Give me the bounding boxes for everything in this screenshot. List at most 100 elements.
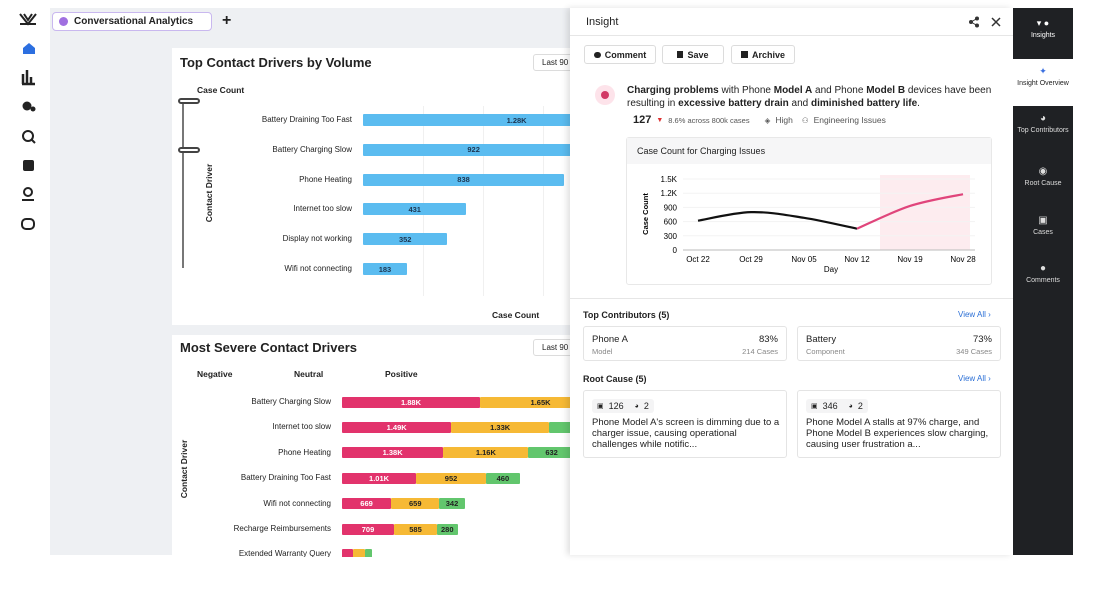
bar-label: 280 [440,524,454,534]
bar-label: 183 [378,264,392,274]
x-tick-label: Oct 22 [686,255,710,264]
slider-handle[interactable] [178,98,200,104]
y-tick-label: 0 [673,246,678,255]
bar-label: 1.28K [506,115,527,125]
bar-label: 431 [408,204,421,214]
comment-button[interactable]: Comment [584,45,656,64]
search-icon[interactable] [22,130,34,142]
bar-segment: 632 [528,447,575,459]
slider-track [182,100,184,268]
bar-segment: 1.01K [342,472,417,484]
agent-icon[interactable] [23,187,33,197]
y-tick-label: 900 [664,203,678,212]
row-label: Phone Heating [299,174,352,184]
chart-icon[interactable] [21,70,35,86]
share-icon[interactable] [968,16,980,28]
x-tick-label: Oct 29 [739,255,763,264]
cases-icon[interactable] [23,160,34,171]
close-icon[interactable] [990,16,1002,28]
bar: 838 [363,173,565,186]
bar-label: 1.01K [369,473,390,483]
row-label: Display not working [282,234,352,244]
nav-item[interactable]: ▾ ● Insights [1013,18,1073,50]
add-tab[interactable]: + [222,12,232,29]
home-icon[interactable] [23,43,35,54]
section-title: Root Cause (5) [583,374,647,384]
insight-icon-dot [30,106,36,112]
insight-stats: 127 ▼ 8.6% across 800k cases ◈ High ⚇ En… [633,114,886,126]
button-text: Comment [604,49,647,60]
bar-label: 1.33K [490,422,511,432]
root-cause-meta: ▣ 346 ◕ 2 [806,399,868,413]
nav-item[interactable]: ● Comments [1013,263,1073,293]
nav-item[interactable]: ✦ Insight Overview [1013,59,1073,106]
root-cause-card[interactable]: ▣ 346 ◕ 2 Phone Model A stalls at 97% charg… [797,390,1001,458]
bar-label: 1.38K [382,448,403,458]
legend-label: Negative [197,369,233,379]
view-all[interactable]: View All › [958,310,991,319]
row-label: Internet too slow [272,422,331,432]
button-text: Save [687,49,709,60]
top-label: Case Count [197,85,245,95]
priority-icon: ◈ [764,115,771,125]
bar-segment: 952 [416,472,486,484]
bot-icon[interactable] [21,218,35,230]
category-icon: ⚇ [801,115,809,125]
bar: 1.28K [363,114,592,126]
bar-label: 585 [409,524,422,534]
archive-button[interactable]: Archive [731,45,795,64]
nav-item[interactable]: ▣ Cases [1013,215,1073,245]
nav-label: Cases [1033,229,1053,236]
bar-segment: 659 [391,498,440,510]
nav-item[interactable]: ◕ Top Contributors [1013,113,1073,153]
grid-line [543,106,544,296]
row-label: Extended Warranty Query [238,549,331,557]
view-all[interactable]: View All › [958,374,991,383]
contributor-type: Model [592,347,613,356]
bar-segment: 1.65K [479,396,592,408]
comment-icon: ◕ [848,402,853,410]
row-label: Battery Draining Too Fast [261,115,352,124]
summary-text: Model B [866,85,906,96]
summary-text: diminished battery life [811,98,918,109]
link-text: View All [958,374,986,383]
summary-text: and [788,98,812,109]
row-label: Wifi not connecting [284,264,352,273]
line-chart: 0 300 600 900 1.2K 1.5K Oct 22 Oct 29 Nov 05 Nov … [641,175,976,274]
trend-text: 8.6% across 800k cases [668,115,750,125]
series-line [856,193,964,230]
save-button[interactable]: Save [662,45,724,64]
root-cause-card[interactable]: ▣ 126 ◕ 2 Phone Model A's screen is dimming… [583,390,787,458]
contributor-name: Battery [806,334,837,345]
row-label: Phone Heating [278,447,331,457]
x-tick-label: Nov 12 [844,255,870,264]
contributor-card[interactable]: Phone A 83% Model 214 Cases [583,326,787,361]
nav-label: Root Cause [1024,180,1062,187]
nav-item[interactable]: ◉ Root Cause [1013,166,1073,196]
chart-title: Case Count for Charging Issues [637,146,766,156]
tab[interactable]: Conversational Analytics [52,12,212,31]
bar: 183 [363,263,407,275]
x-tick-label: Nov 28 [950,255,976,264]
tab-title: Conversational Analytics [74,16,194,27]
contributor-percent: 73% [972,334,992,345]
bar-label: 1.88K [400,397,421,407]
bar-label: 1.65K [530,397,551,407]
row-label: Battery Charging Slow [251,397,331,406]
summary-text: with Phone [718,85,774,96]
bar-label: 922 [467,145,480,155]
card-title: Top Contact Drivers by Volume [180,55,372,70]
button-icon [593,51,601,58]
contributor-card[interactable]: Battery 73% Component 349 Cases [797,326,1001,361]
root-cause-cases: 126 [608,401,624,411]
contributor-name: Phone A [592,334,628,345]
legend-label: Positive [385,369,418,379]
insight-icon[interactable] [22,101,32,111]
bar-segment: 280 [436,523,458,535]
case-icon: ▣ [811,403,818,410]
y-axis-title: Contact Driver [179,439,189,499]
slider-handle[interactable] [178,147,200,153]
grid-line [423,106,424,296]
case-icon: ▣ [597,403,604,410]
